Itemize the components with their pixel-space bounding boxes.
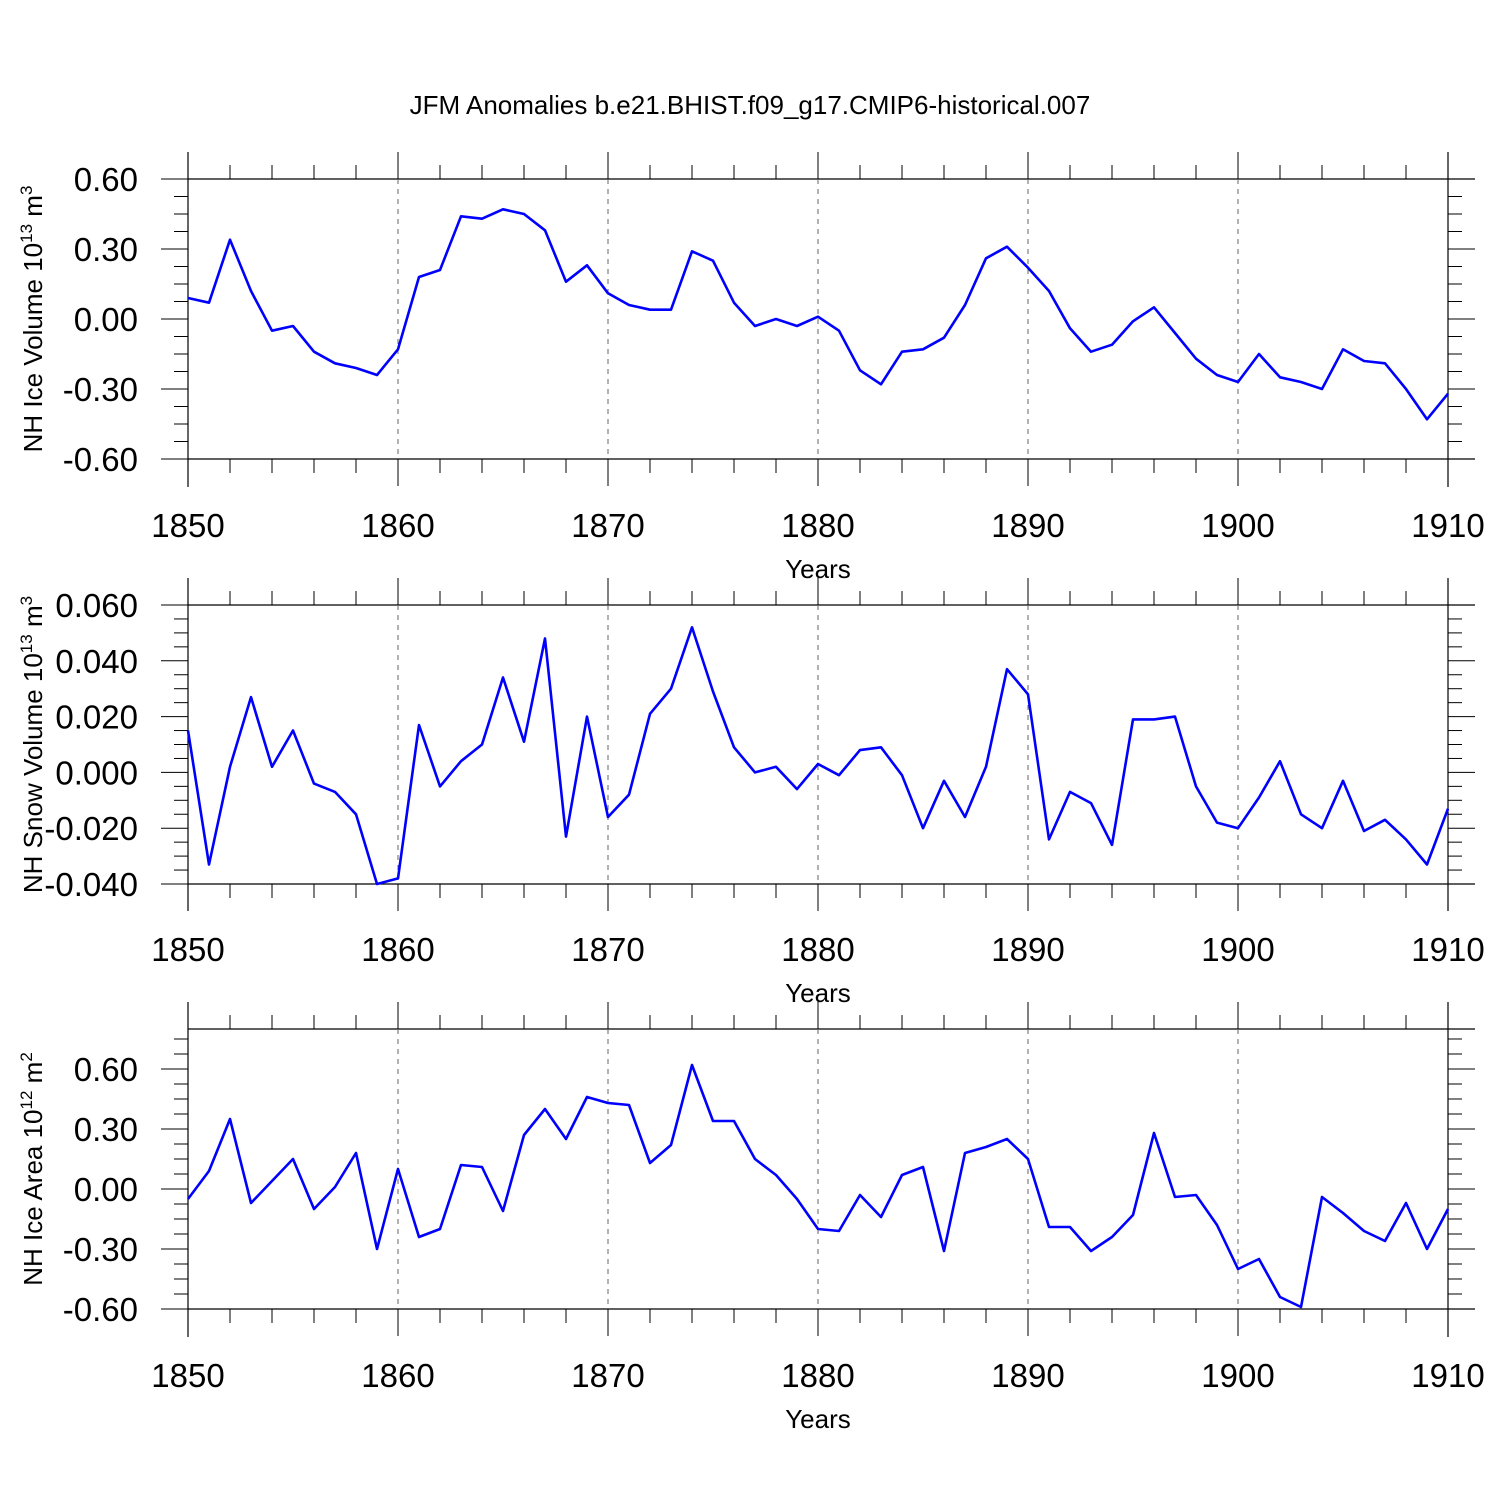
- chart-title: JFM Anomalies b.e21.BHIST.f09_g17.CMIP6-…: [410, 90, 1091, 120]
- series-line: [186, 1063, 1450, 1309]
- x-tick-label: 1880: [781, 507, 854, 544]
- series-line: [187, 208, 1450, 421]
- plot-frame: [188, 152, 1475, 487]
- x-tick-label: 1890: [991, 931, 1064, 968]
- x-tick-label: 1880: [781, 1357, 854, 1394]
- y-tick-label: 0.00: [74, 1171, 138, 1208]
- y-tick-label: -0.60: [63, 441, 138, 478]
- x-tick-label: 1870: [571, 1357, 644, 1394]
- x-tick-label: 1910: [1411, 507, 1484, 544]
- x-tick-label: 1880: [781, 931, 854, 968]
- chart-panels: 1850 1860 1870 1880 1890 1900 1910 Years 0.60 0.3…: [17, 152, 1485, 1434]
- x-tick-label: 1850: [151, 931, 224, 968]
- y-tick-label: 0.00: [74, 301, 138, 338]
- x-tick-label: 1900: [1201, 507, 1274, 544]
- x-tick-label: 1890: [991, 1357, 1064, 1394]
- y-tick-label: 0.020: [55, 699, 138, 736]
- x-tick-label: 1860: [361, 931, 434, 968]
- y-axis-label: NH Ice Volume 1013 m3: [17, 186, 48, 453]
- x-tick-label: 1900: [1201, 931, 1274, 968]
- y-tick-label: 0.060: [55, 587, 138, 624]
- y-tick-label: 0.30: [74, 1111, 138, 1148]
- x-tick-label: 1900: [1201, 1357, 1274, 1394]
- series-line: [186, 625, 1450, 886]
- plot-frame: [188, 578, 1475, 911]
- y-tick-label: 0.000: [55, 754, 138, 791]
- panel-3: 1850 1860 1870 1880 1890 1900 1910 Years 0.60 0.3…: [17, 1002, 1485, 1434]
- x-tick-label: 1860: [361, 507, 434, 544]
- panel-1: 1850 1860 1870 1880 1890 1900 1910Years0.600.3…: [17, 152, 1485, 584]
- x-tick-label: 1870: [571, 931, 644, 968]
- x-axis-label: Years: [785, 1404, 851, 1434]
- plot-frame: [188, 1002, 1475, 1337]
- y-tick-label: -0.60: [63, 1291, 138, 1328]
- y-tick-label: -0.040: [44, 866, 138, 903]
- y-tick-label: -0.30: [63, 371, 138, 408]
- y-tick-label: 0.040: [55, 643, 138, 680]
- y-tick-label: 0.60: [74, 161, 138, 198]
- y-tick-label: -0.020: [44, 810, 138, 847]
- x-tick-label: 1850: [151, 1357, 224, 1394]
- panel-2: 1850 1860 1870 1880 1890 1900 1910Years0.0600.…: [17, 578, 1485, 1008]
- x-tick-label: 1850: [151, 507, 224, 544]
- x-tick-label: 1860: [361, 1357, 434, 1394]
- y-tick-label: 0.30: [74, 231, 138, 268]
- y-axis-label: NH Ice Area 1012 m2: [17, 1052, 48, 1286]
- y-tick-label: 0.60: [74, 1051, 138, 1088]
- x-tick-label: 1870: [571, 507, 644, 544]
- y-tick-label: -0.30: [63, 1231, 138, 1268]
- x-tick-label: 1910: [1411, 931, 1484, 968]
- x-tick-label: 1890: [991, 507, 1064, 544]
- x-tick-label: 1910: [1411, 1357, 1484, 1394]
- y-axis-label: NH Snow Volume 1013 m3: [17, 596, 48, 893]
